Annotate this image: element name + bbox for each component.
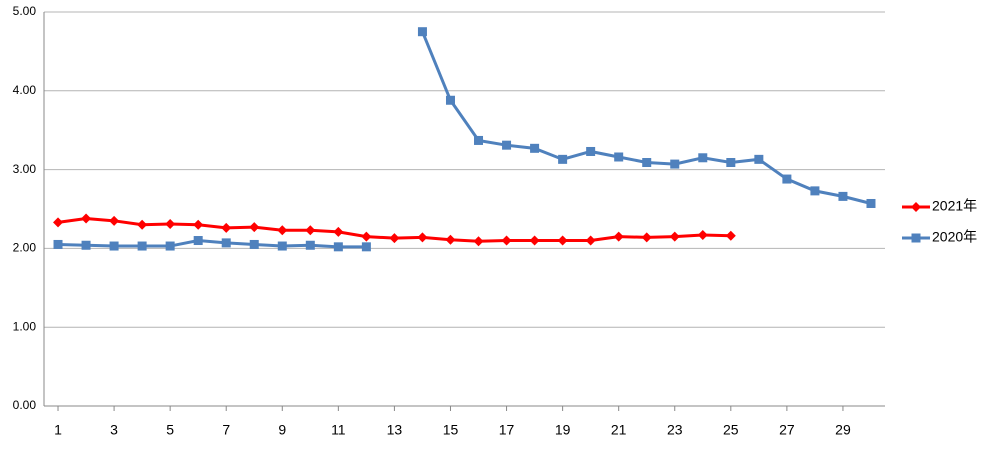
data-point xyxy=(417,232,428,243)
data-point xyxy=(558,154,568,164)
data-point xyxy=(670,159,680,169)
data-point xyxy=(361,231,372,242)
x-tick-label: 9 xyxy=(278,422,286,438)
data-point xyxy=(165,241,175,251)
x-tick-label: 17 xyxy=(499,422,515,438)
data-point xyxy=(810,186,820,196)
x-tick-label: 3 xyxy=(110,422,118,438)
data-point xyxy=(473,236,484,247)
data-point xyxy=(614,152,624,162)
x-tick-label: 25 xyxy=(723,422,739,438)
data-point xyxy=(81,240,91,250)
legend-marker xyxy=(911,233,921,243)
x-tick-label: 23 xyxy=(667,422,683,438)
x-tick-label: 5 xyxy=(166,422,174,438)
data-point xyxy=(613,231,624,242)
x-tick-label: 11 xyxy=(331,422,346,438)
data-point xyxy=(361,242,371,252)
x-tick-label: 19 xyxy=(555,422,571,438)
y-tick-label: 5.00 xyxy=(13,4,37,18)
data-point xyxy=(698,153,708,163)
data-point xyxy=(445,234,456,245)
data-point xyxy=(782,174,792,184)
data-point xyxy=(417,27,427,37)
data-point xyxy=(697,230,708,241)
legend-label: 2020年 xyxy=(932,229,977,245)
data-point xyxy=(474,135,484,145)
data-point xyxy=(137,219,148,230)
data-point xyxy=(333,226,344,237)
data-point xyxy=(305,240,315,250)
data-point xyxy=(109,215,120,226)
data-point xyxy=(53,239,63,249)
data-point xyxy=(585,235,596,246)
y-tick-label: 3.00 xyxy=(13,162,37,176)
data-point xyxy=(389,233,400,244)
data-point xyxy=(221,238,231,248)
y-tick-label: 1.00 xyxy=(13,319,37,333)
data-point xyxy=(193,236,203,246)
x-tick-label: 13 xyxy=(387,422,403,438)
legend-label: 2021年 xyxy=(932,198,977,214)
data-point xyxy=(502,140,512,150)
data-point xyxy=(838,191,848,201)
data-point xyxy=(529,235,540,246)
data-point xyxy=(109,241,119,251)
data-point xyxy=(530,143,540,153)
data-point xyxy=(249,239,259,249)
x-tick-label: 29 xyxy=(835,422,851,438)
data-point xyxy=(445,95,455,105)
data-point xyxy=(557,235,568,246)
y-tick-label: 4.00 xyxy=(13,83,37,97)
data-point xyxy=(754,154,764,164)
data-point xyxy=(726,158,736,168)
data-point xyxy=(305,225,316,236)
data-point xyxy=(333,242,343,252)
x-tick-label: 7 xyxy=(222,422,230,438)
data-point xyxy=(642,158,652,168)
x-tick-label: 1 xyxy=(54,422,62,438)
x-tick-label: 21 xyxy=(611,422,627,438)
data-point xyxy=(501,235,512,246)
data-point xyxy=(165,218,176,229)
data-point xyxy=(725,230,736,241)
x-tick-label: 27 xyxy=(779,422,795,438)
data-point xyxy=(53,217,64,228)
x-tick-label: 15 xyxy=(443,422,459,438)
data-point xyxy=(586,146,596,156)
data-point xyxy=(277,241,287,251)
series-line xyxy=(57,31,872,249)
data-point xyxy=(81,213,92,224)
data-point xyxy=(669,231,680,242)
data-point xyxy=(137,241,147,251)
y-tick-label: 2.00 xyxy=(13,241,37,255)
data-point xyxy=(193,219,204,230)
data-point xyxy=(277,225,288,236)
data-point xyxy=(641,232,652,243)
y-tick-label: 0.00 xyxy=(13,398,37,412)
legend-marker xyxy=(911,202,921,212)
data-point xyxy=(221,222,232,233)
data-point xyxy=(866,198,876,208)
data-point xyxy=(249,222,260,233)
